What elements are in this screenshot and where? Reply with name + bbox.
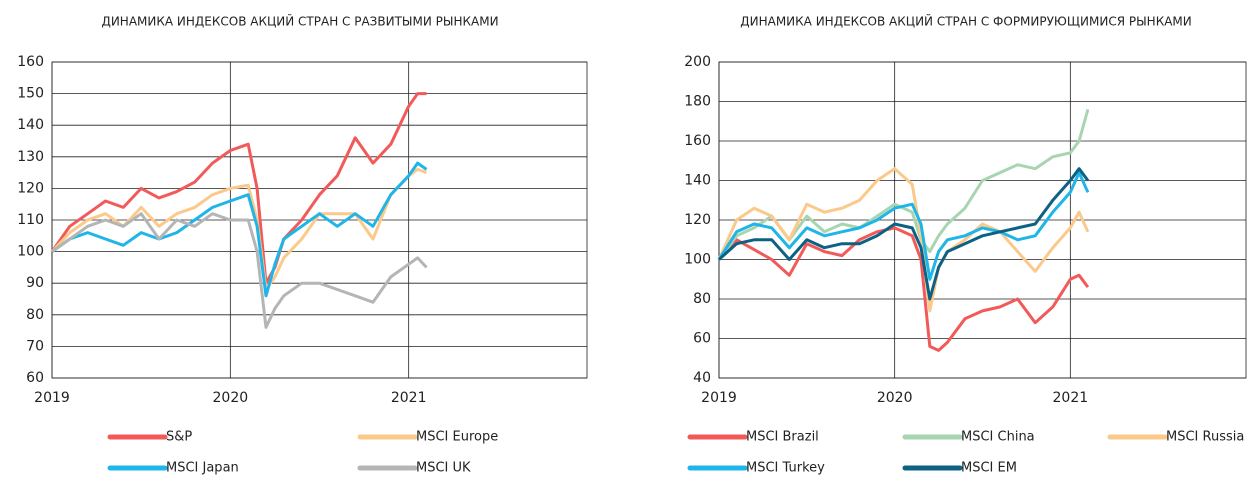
- y-tick-label: 90: [26, 275, 44, 291]
- legend-label: MSCI Europe: [416, 430, 498, 445]
- y-tick-label: 160: [17, 54, 44, 70]
- chart: ДИНАМИКА ИНДЕКСОВ АКЦИЙ СТРАН С РАЗВИТЫМ…: [17, 14, 588, 476]
- legend-label: MSCI UK: [416, 461, 471, 476]
- x-tick-label: 2021: [1053, 390, 1089, 406]
- legend-label: MSCI Brazil: [746, 430, 819, 445]
- legend-label: MSCI Japan: [166, 461, 239, 476]
- y-tick-label: 110: [17, 212, 44, 228]
- legend-label: MSCI China: [961, 430, 1035, 445]
- x-tick-label: 2019: [34, 390, 70, 406]
- y-tick-label: 120: [684, 212, 711, 228]
- y-tick-label: 200: [684, 54, 711, 70]
- y-tick-label: 100: [17, 244, 44, 260]
- y-tick-label: 120: [17, 180, 44, 196]
- series-line: [51, 212, 428, 329]
- y-tick-label: 60: [693, 331, 711, 347]
- y-tick-label: 140: [684, 173, 711, 189]
- chart-title: ДИНАМИКА ИНДЕКСОВ АКЦИЙ СТРАН С РАЗВИТЫМ…: [101, 14, 498, 29]
- plot-frame: [718, 61, 1247, 379]
- y-tick-label: 150: [17, 86, 44, 102]
- plot-frame: [51, 61, 588, 379]
- y-tick-label: 130: [17, 149, 44, 165]
- legend-label: MSCI Turkey: [746, 461, 825, 476]
- x-tick-label: 2021: [391, 390, 427, 406]
- x-tick-label: 2020: [877, 390, 913, 406]
- series-line: [51, 161, 428, 298]
- y-tick-label: 80: [693, 291, 711, 307]
- series-line: [717, 171, 1090, 281]
- chart-title: ДИНАМИКА ИНДЕКСОВ АКЦИЙ СТРАН С ФОРМИРУЮ…: [740, 14, 1192, 29]
- x-tick-label: 2020: [213, 390, 249, 406]
- series-line: [717, 167, 1090, 313]
- y-tick-label: 80: [26, 307, 44, 323]
- y-tick-label: 160: [684, 133, 711, 149]
- series-line: [717, 226, 1090, 352]
- y-tick-label: 180: [684, 94, 711, 110]
- y-tick-label: 60: [26, 370, 44, 386]
- series-line: [50, 92, 427, 285]
- y-tick-label: 70: [26, 338, 44, 354]
- legend-label: S&P: [166, 430, 192, 445]
- chart: ДИНАМИКА ИНДЕКСОВ АКЦИЙ СТРАН С ФОРМИРУЮ…: [684, 14, 1247, 476]
- series-line: [717, 167, 1090, 301]
- legend-label: MSCI EM: [961, 461, 1017, 476]
- y-tick-label: 100: [684, 252, 711, 268]
- legend-label: MSCI Russia: [1166, 430, 1244, 445]
- y-tick-label: 40: [693, 370, 711, 386]
- x-tick-label: 2019: [701, 390, 737, 406]
- series-line: [50, 167, 428, 291]
- y-tick-label: 140: [17, 117, 44, 133]
